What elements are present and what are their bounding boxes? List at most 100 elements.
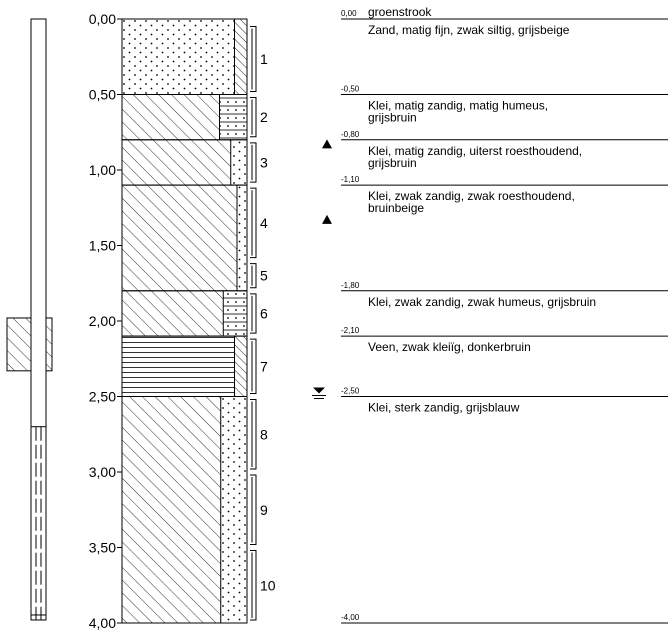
layer-description: -2,10 Veen, zwak kleiïg, donkerbruin	[341, 326, 668, 354]
sample-brackets: 1 2 3 4 5 6 7 8 9 10	[250, 26, 276, 621]
layer-description-text: Klei, matig zandig, uiterst roesthoudend…	[368, 144, 582, 158]
soil-layer	[121, 18, 248, 95]
layer-admixture-pattern	[234, 336, 247, 397]
seal-right	[45, 317, 53, 372]
sample-bracket-outer	[250, 399, 257, 470]
sample-bracket-outer	[250, 142, 257, 183]
layer-border	[121, 396, 248, 624]
well-pipe	[30, 18, 47, 621]
mottling-triangle-icon	[322, 139, 332, 149]
layer-top-depth: -0,50	[341, 85, 360, 94]
sample-number: 7	[260, 358, 268, 374]
surface-description: groenstrook	[368, 5, 432, 19]
sample-bracket-outer	[250, 293, 257, 334]
layer-top-depth: -0,80	[341, 130, 360, 139]
layer-top-depth: -1,10	[341, 175, 360, 184]
sample-bracket-outer	[250, 550, 257, 621]
soil-layer	[121, 94, 248, 141]
layer-description-text: Klei, zwak zandig, zwak humeus, grijsbru…	[368, 295, 596, 309]
depth-tick-label: 3,50	[89, 540, 116, 556]
sample-number: 4	[260, 215, 268, 231]
mottling-triangle-icon	[322, 214, 332, 224]
sample-number: 9	[260, 502, 268, 518]
layer-description-text: grijsbruin	[368, 111, 417, 125]
layer-admixture-pattern	[220, 396, 247, 623]
layer-description-text: grijsbruin	[368, 156, 417, 170]
sample-number: 6	[260, 305, 268, 321]
sample-bracket: 10	[250, 550, 276, 621]
sample-bracket: 3	[250, 142, 268, 183]
depth-tick-label: 1,00	[89, 162, 116, 178]
depth-tick-label: 1,50	[89, 238, 116, 254]
layer-description: -1,80 Klei, zwak zandig, zwak humeus, gri…	[341, 281, 668, 309]
well-column	[6, 18, 53, 621]
layer-description: -0,50 Klei, matig zandig, matig humeus,gr…	[341, 85, 668, 125]
layer-admixture-pattern	[230, 139, 247, 186]
layer-main-pattern	[122, 19, 235, 95]
sample-bracket-outer	[250, 338, 257, 394]
groundwater-triangle	[313, 387, 325, 394]
sample-bracket-outer	[250, 263, 257, 289]
layer-description: -2,50 Klei, sterk zandig, grijsblauw	[341, 387, 668, 415]
layer-main-pattern	[122, 139, 231, 186]
layer-description: -1,10 Klei, zwak zandig, zwak roesthouden…	[341, 175, 668, 215]
layer-admixture-pattern	[223, 290, 247, 337]
sample-bracket: 6	[250, 293, 268, 334]
soil-column	[121, 18, 248, 624]
sample-bracket: 4	[250, 187, 268, 259]
sample-bracket: 5	[250, 263, 268, 289]
soil-layer	[121, 139, 248, 186]
layer-main-pattern	[122, 94, 220, 140]
soil-layer	[121, 184, 248, 292]
soil-layer	[121, 335, 248, 398]
layer-description-text: Klei, zwak zandig, zwak roesthoudend,	[368, 189, 575, 203]
layer-top-depth: 0,00	[341, 9, 357, 18]
observation-markers	[312, 139, 332, 399]
sample-number: 8	[260, 426, 268, 442]
layer-top-depth: -2,10	[341, 326, 360, 335]
sample-number: 2	[260, 109, 268, 125]
layer-description-text: bruinbeige	[368, 201, 424, 215]
sample-number: 1	[260, 51, 268, 67]
sample-bracket-outer	[250, 187, 257, 259]
depth-tick-label: 0,50	[89, 87, 116, 103]
layer-top-depth: -2,50	[341, 387, 360, 396]
sample-bracket: 9	[250, 474, 268, 545]
layer-description: 0,00 groenstrook Zand, matig fijn, zwak si…	[341, 5, 668, 37]
sample-bracket: 1	[250, 26, 268, 92]
layer-admixture-pattern	[234, 19, 247, 95]
layer-admixture-pattern	[237, 185, 247, 291]
layer-main-pattern	[122, 396, 221, 623]
layer-description-text: Veen, zwak kleiïg, donkerbruin	[368, 340, 531, 354]
layer-description-text: Klei, sterk zandig, grijsblauw	[368, 401, 520, 415]
layer-top-depth: -1,80	[341, 281, 360, 290]
depth-tick-label: 2,50	[89, 389, 116, 405]
sample-bracket-outer	[250, 26, 257, 92]
layer-main-pattern	[122, 336, 235, 397]
layer-main-pattern	[122, 185, 237, 291]
depth-axis: 0,00 0,50 1,00 1,50 2,00 2,50 3,00 3,50 4,00	[89, 11, 123, 631]
layer-description-text: Klei, matig zandig, matig humeus,	[368, 99, 548, 113]
soil-layer	[121, 396, 248, 624]
soil-layer	[121, 290, 248, 337]
sample-bracket-outer	[250, 97, 257, 138]
sample-bracket-outer	[250, 474, 257, 545]
layer-descriptions: 0,00 groenstrook Zand, matig fijn, zwak si…	[341, 5, 668, 624]
layer-description-text: Zand, matig fijn, zwak siltig, grijsbeig…	[368, 23, 570, 37]
groundwater-level-icon	[312, 387, 326, 399]
sample-bracket: 2	[250, 97, 268, 138]
sample-number: 3	[260, 154, 268, 170]
depth-tick-label: 0,00	[89, 11, 116, 27]
sample-bracket: 8	[250, 399, 268, 470]
layer-description: -0,80 Klei, matig zandig, uiterst roestho…	[341, 130, 668, 170]
depth-tick-label: 4,00	[89, 615, 116, 631]
layer-admixture-pattern	[219, 94, 247, 140]
bottom-depth: -4,00	[341, 613, 360, 622]
sample-number: 10	[260, 577, 276, 593]
layer-main-pattern	[122, 290, 224, 337]
sample-number: 5	[260, 268, 268, 284]
depth-tick-label: 2,00	[89, 313, 116, 329]
depth-tick-label: 3,00	[89, 464, 116, 480]
seal-left	[6, 317, 32, 372]
